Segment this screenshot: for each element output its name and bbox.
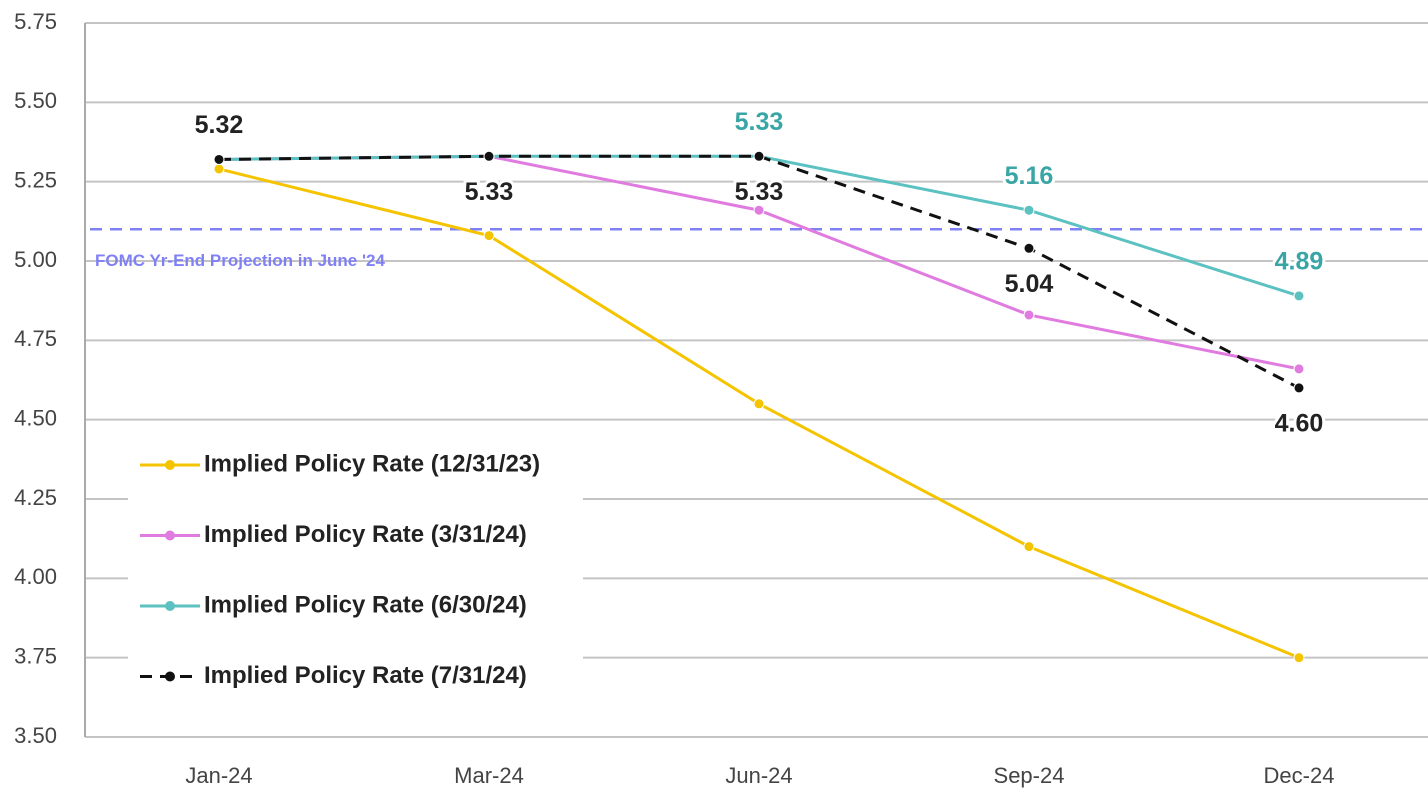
legend-marker	[165, 530, 175, 541]
legend-marker	[165, 671, 175, 682]
y-tick-label: 4.75	[14, 326, 57, 351]
data-label: 5.04	[1005, 270, 1054, 298]
point	[1023, 242, 1035, 254]
data-label: 4.60	[1275, 410, 1324, 438]
x-tick-label: Jan-24	[185, 763, 252, 788]
y-tick-label: 5.00	[14, 247, 57, 272]
data-label: 5.32	[195, 111, 244, 139]
y-tick-label: 4.50	[14, 405, 57, 430]
point	[753, 204, 765, 216]
data-label: 5.33	[735, 178, 784, 206]
point	[753, 150, 765, 162]
y-tick-label: 5.25	[14, 167, 57, 192]
x-tick-label: Sep-24	[994, 763, 1065, 788]
x-tick-label: Jun-24	[725, 763, 792, 788]
legend-label: Implied Policy Rate (3/31/24)	[204, 521, 527, 548]
y-tick-label: 4.00	[14, 564, 57, 589]
point	[213, 163, 225, 175]
point	[1023, 541, 1035, 553]
data-label: 5.33	[465, 178, 514, 206]
data-label: 4.89	[1275, 248, 1324, 276]
y-tick-label: 3.50	[14, 723, 57, 748]
data-label: 5.16	[1005, 162, 1054, 190]
point	[1293, 363, 1305, 375]
data-label: 5.33	[735, 108, 784, 136]
point	[1023, 309, 1035, 321]
x-tick-label: Mar-24	[454, 763, 524, 788]
legend-label: Implied Policy Rate (12/31/23)	[204, 450, 540, 477]
y-tick-label: 5.50	[14, 88, 57, 113]
point	[1293, 290, 1305, 302]
y-tick-label: 4.25	[14, 485, 57, 510]
y-tick-label: 3.75	[14, 643, 57, 668]
point	[483, 150, 495, 162]
y-tick-label: 5.75	[14, 9, 57, 34]
legend-label: Implied Policy Rate (6/30/24)	[204, 591, 527, 618]
point	[213, 153, 225, 165]
x-tick-label: Dec-24	[1264, 763, 1335, 788]
reference-label: FOMC Yr-End Projection in June '24	[95, 251, 385, 270]
point	[483, 230, 495, 242]
legend-marker	[165, 601, 175, 611]
legend-label: Implied Policy Rate (7/31/24)	[204, 662, 527, 689]
point	[1023, 204, 1035, 216]
point	[753, 398, 765, 410]
point	[1293, 652, 1305, 664]
point	[1293, 382, 1305, 394]
legend-marker	[165, 460, 175, 470]
legend-box	[128, 436, 583, 706]
